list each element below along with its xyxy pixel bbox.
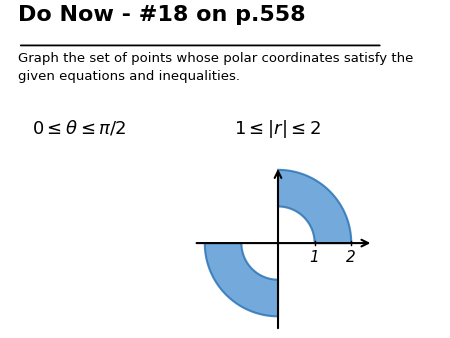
Polygon shape — [205, 243, 278, 316]
Text: Graph the set of points whose polar coordinates satisfy the
given equations and : Graph the set of points whose polar coor… — [18, 52, 414, 83]
Text: Do Now - #18 on p.558: Do Now - #18 on p.558 — [18, 5, 306, 25]
Polygon shape — [278, 170, 351, 243]
Text: $1 \leq |r| \leq 2$: $1 \leq |r| \leq 2$ — [234, 118, 321, 140]
Text: $0 \leq \theta \leq \pi/2$: $0 \leq \theta \leq \pi/2$ — [32, 118, 126, 138]
Text: 2: 2 — [346, 250, 356, 265]
Text: 1: 1 — [310, 250, 320, 265]
